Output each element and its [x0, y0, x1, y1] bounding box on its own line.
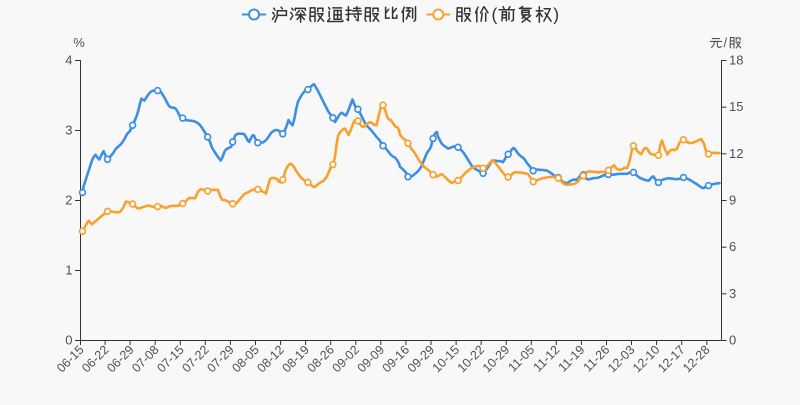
svg-text:/: /: [724, 35, 728, 50]
svg-text:18: 18: [729, 53, 743, 68]
svg-text:15: 15: [729, 99, 743, 114]
svg-text:9: 9: [729, 193, 736, 208]
svg-text:6: 6: [729, 239, 736, 254]
svg-text:): ): [553, 5, 559, 25]
svg-text:3: 3: [65, 123, 72, 138]
svg-text:4: 4: [65, 53, 72, 68]
svg-text:1: 1: [65, 263, 72, 278]
svg-text:0: 0: [65, 333, 72, 348]
svg-text:(: (: [492, 5, 498, 25]
svg-text:3: 3: [729, 286, 736, 301]
svg-text:12: 12: [729, 146, 743, 161]
svg-text:%: %: [73, 35, 85, 50]
svg-text:2: 2: [65, 193, 72, 208]
svg-text:0: 0: [729, 333, 736, 348]
